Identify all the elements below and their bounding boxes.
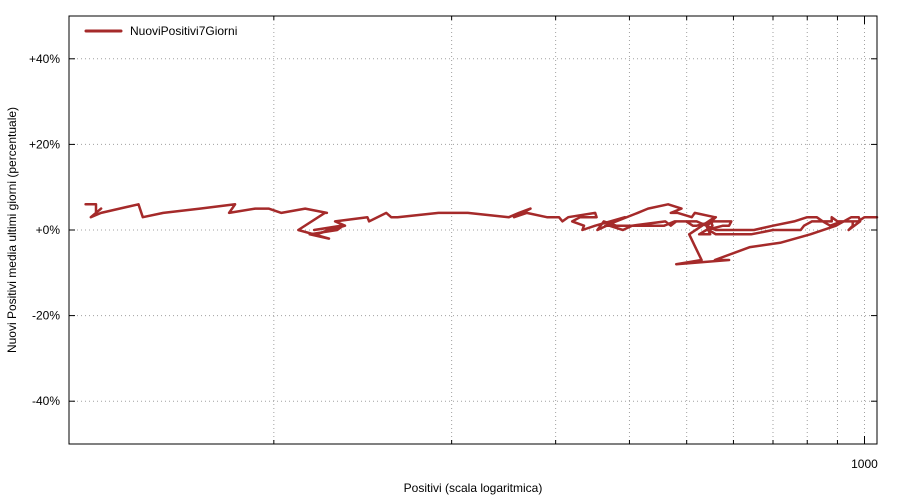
series-line-NuoviPositivi7Giorni bbox=[84, 203, 879, 266]
x-axis-label: Positivi (scala logaritmica) bbox=[404, 481, 543, 495]
grid-layer bbox=[69, 16, 877, 444]
y-tick-label: -40% bbox=[32, 394, 60, 408]
y-tick-label: +0% bbox=[36, 223, 61, 237]
y-tick-label: +20% bbox=[29, 137, 60, 151]
x-tick-label: 1000 bbox=[851, 457, 878, 471]
y-tick-label: -20% bbox=[32, 309, 60, 323]
legend: NuoviPositivi7Giorni bbox=[84, 24, 237, 38]
y-tick-label: +40% bbox=[29, 52, 60, 66]
legend-label: NuoviPositivi7Giorni bbox=[130, 24, 237, 38]
y-axis-label: Nuovi Positivi media ultimi giorni (perc… bbox=[5, 107, 19, 353]
tick-layer: -40% -20% +0% +20% +40% 1000 bbox=[29, 16, 878, 471]
series-layer bbox=[84, 203, 879, 266]
plot-frame bbox=[68, 15, 878, 445]
